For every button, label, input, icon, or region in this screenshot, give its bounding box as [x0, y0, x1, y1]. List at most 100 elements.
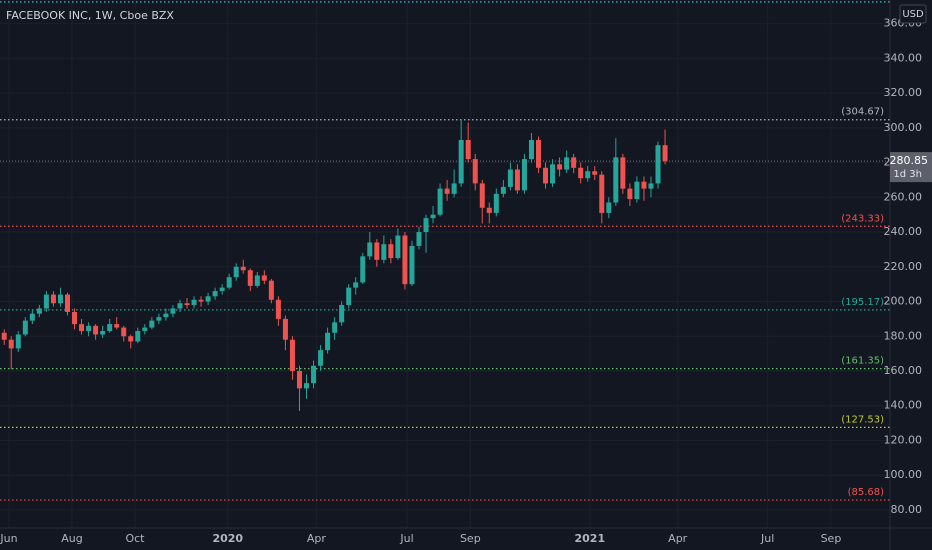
y-tick-label: 340.00: [884, 51, 923, 64]
candle-body: [486, 207, 492, 213]
candle-body: [641, 181, 647, 189]
candle-body: [409, 245, 415, 285]
x-tick-label: Apr: [307, 532, 327, 545]
candle-body: [662, 145, 668, 162]
candle-body: [8, 339, 14, 349]
candle-body: [606, 202, 612, 213]
candle-body: [296, 370, 302, 389]
level-label: (127.53): [841, 414, 884, 425]
candle-body: [592, 171, 598, 175]
x-tick-label: Oct: [125, 532, 145, 545]
candle-body: [472, 159, 478, 184]
candle-body: [458, 139, 464, 184]
candle-body: [191, 299, 197, 305]
level-label: (195.17): [841, 297, 884, 308]
x-tick-label: 2021: [575, 532, 606, 545]
y-tick-label: 220.00: [884, 260, 923, 273]
candle-body: [507, 169, 513, 187]
candle-body: [114, 324, 120, 328]
y-tick-label: 260.00: [884, 190, 923, 203]
level-label: (85.68): [848, 487, 885, 498]
candle-body: [416, 232, 422, 246]
candle-body: [22, 320, 28, 335]
candle-body: [521, 159, 527, 191]
candle-body: [655, 145, 661, 184]
candle-body: [374, 242, 380, 260]
candle-body: [240, 266, 246, 271]
y-tick-label: 160.00: [884, 364, 923, 377]
candle-body: [599, 174, 605, 213]
candle-body: [528, 139, 534, 160]
currency-box[interactable]: [899, 4, 927, 24]
candle-body: [367, 242, 373, 257]
y-tick-label: 180.00: [884, 329, 923, 342]
candle-body: [184, 303, 190, 305]
candle-body: [388, 244, 394, 259]
candle-body: [86, 325, 92, 332]
candle-body: [332, 322, 338, 333]
x-tick-label: Sep: [821, 532, 842, 545]
candle-body: [107, 324, 113, 332]
candle-body: [564, 157, 570, 170]
candle-body: [437, 188, 443, 215]
candle-body: [353, 282, 359, 288]
candle-body: [648, 183, 654, 189]
candle-body: [613, 157, 619, 203]
candle-body: [304, 383, 310, 389]
candle-body: [261, 275, 267, 281]
candle-body: [430, 214, 436, 219]
y-tick-label: 320.00: [884, 86, 923, 99]
y-tick-label: 100.00: [884, 468, 923, 481]
candle-body: [535, 139, 541, 168]
candle-body: [43, 294, 49, 309]
y-tick-label: 80.00: [891, 503, 923, 516]
candle-body: [163, 313, 169, 318]
x-tick-label: 2020: [212, 532, 243, 545]
candle-body: [170, 308, 176, 314]
last-price-box: [890, 152, 932, 183]
candle-body: [212, 291, 218, 297]
level-label: (161.35): [841, 356, 884, 367]
y-tick-label: 240.00: [884, 225, 923, 238]
x-tick-label: Jul: [760, 532, 774, 545]
candle-body: [79, 324, 85, 332]
candle-body: [93, 325, 99, 335]
level-label: (304.67): [841, 107, 884, 118]
currency[interactable]: USD: [902, 9, 924, 20]
candle-body: [620, 157, 626, 189]
x-tick-label: Sep: [460, 532, 481, 545]
levels: (304.67) (243.33) (195.17) (161.35) (127.53)…: [0, 1, 890, 501]
candle-body: [444, 188, 450, 194]
candle-body: [493, 193, 499, 213]
x-tick-label: Jun: [0, 532, 18, 545]
candle-body: [346, 287, 352, 305]
candle-body: [627, 188, 633, 200]
candle-body: [72, 311, 78, 325]
chart-title: FACEBOOK INC, 1W, Cboe BZX: [6, 9, 174, 22]
candle-body: [219, 287, 225, 292]
candle-body: [465, 139, 471, 160]
candle-body: [500, 186, 506, 194]
x-tick-label: Jul: [399, 532, 413, 545]
candle-body: [36, 308, 42, 314]
x-tick-label: Apr: [668, 532, 688, 545]
candle-body: [395, 235, 401, 259]
candle-body: [29, 313, 35, 321]
candle-body: [282, 318, 288, 340]
candle-body: [15, 334, 21, 349]
candle-body: [479, 183, 485, 208]
candle-body: [311, 365, 317, 384]
candle-body: [198, 299, 204, 302]
candle-body: [543, 167, 549, 184]
candle-body: [50, 294, 56, 304]
candle-body: [578, 167, 584, 179]
candle-body: [57, 294, 63, 304]
candle-body: [557, 164, 563, 170]
candle-body: [177, 303, 183, 309]
candle-body: [149, 320, 155, 328]
y-tick-label: 300.00: [884, 121, 923, 134]
candle-body: [156, 317, 162, 321]
